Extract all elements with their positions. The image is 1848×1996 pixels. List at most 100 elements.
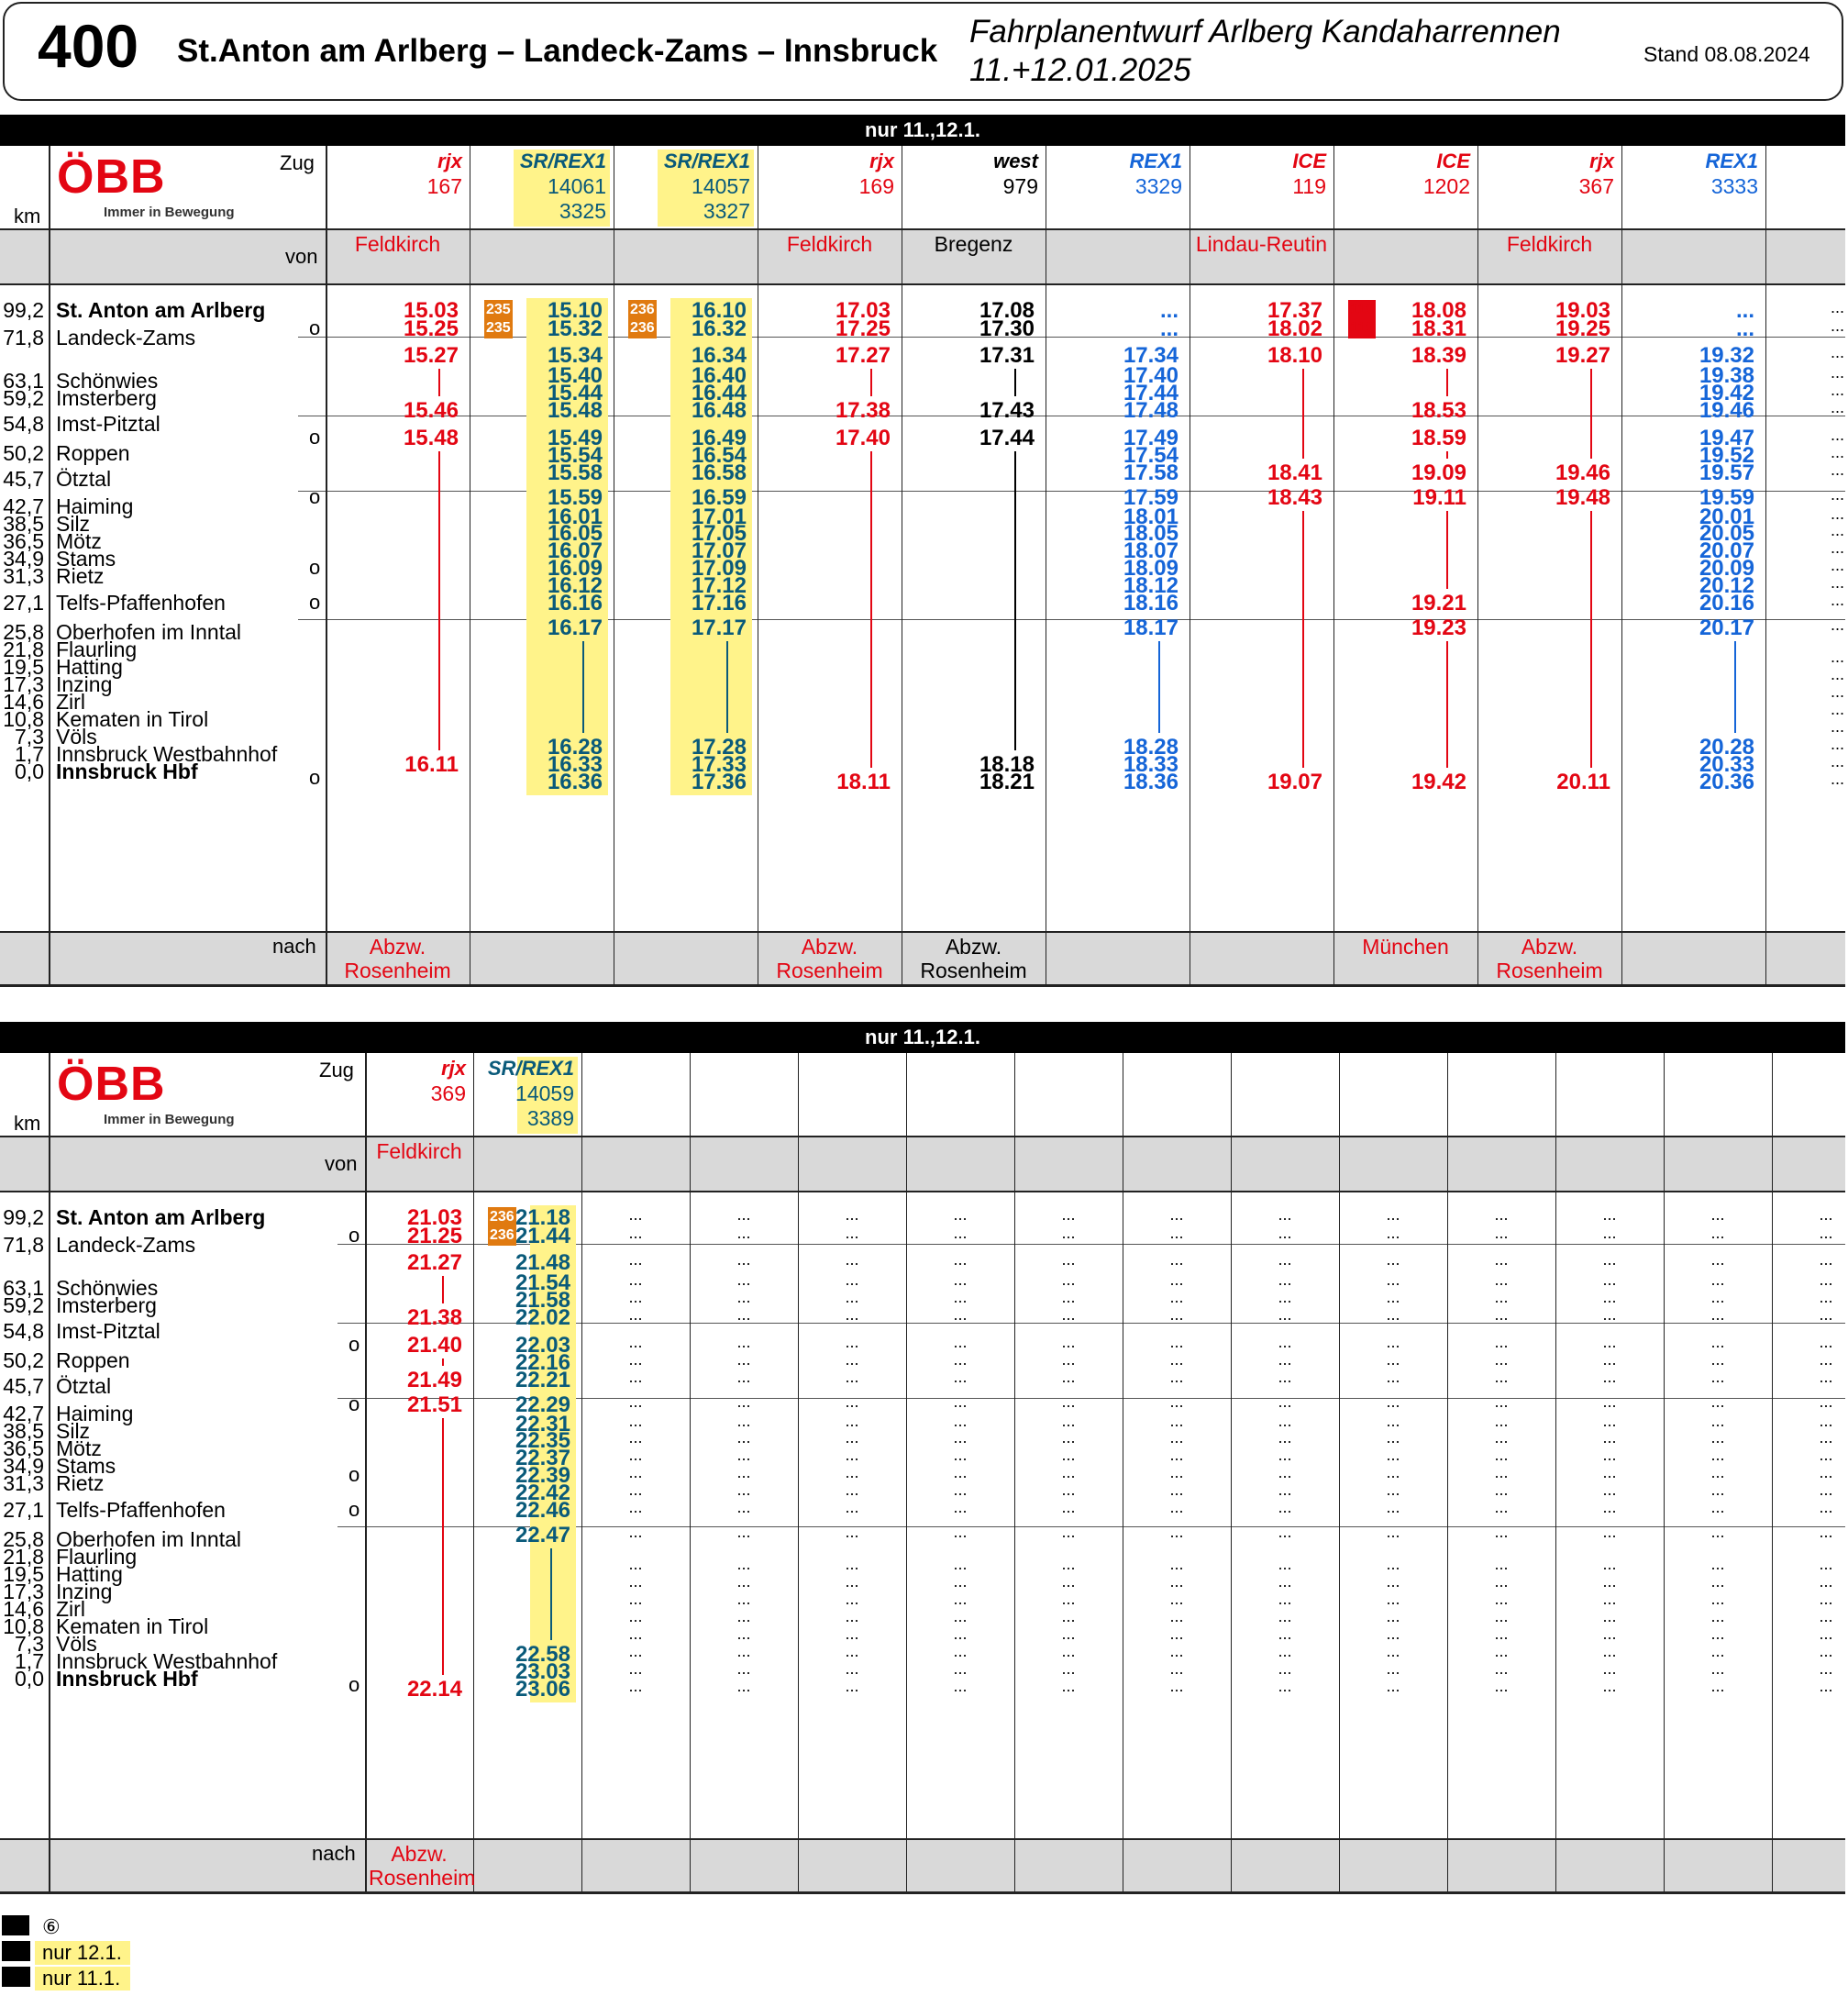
departure-time: 22.35 [515,1428,570,1453]
rule-under-from [0,1191,1845,1192]
train-destination: Abzw. [369,935,426,959]
nach-label: nach [272,935,316,958]
station-name: Mötz [56,1436,102,1460]
empty-slot: ... [628,1480,643,1499]
departure-time: 16.58 [691,460,747,485]
departure-time: 16.11 [404,752,459,777]
empty-slot: ... [1830,615,1844,634]
empty-slot: ... [1710,1270,1725,1289]
empty-slot: ... [628,1523,643,1541]
train-destination-2: Rosenheim [344,959,451,982]
departure-time: 17.58 [1123,460,1179,485]
train-number: 119 [1292,174,1326,198]
empty-slot: ... [1278,1368,1292,1386]
empty-slot: ... [1386,1288,1400,1306]
empty-slot: ... [736,1590,751,1608]
empty-slot: ... [1278,1270,1292,1289]
empty-slot: ... [1830,460,1844,479]
station-km: 99,2 [3,298,44,322]
section-divider [338,1323,1845,1324]
train-type: REX1 [1129,150,1182,172]
empty-slot: ... [1278,1412,1292,1430]
empty-slot: ... [1819,1250,1833,1269]
station-name: Imst-Pitztal [56,412,160,436]
departure-time: 17.27 [835,343,891,368]
station-km: 21,8 [3,638,44,661]
empty-slot: ... [628,1250,643,1269]
empty-slot: ... [1710,1625,1725,1643]
footnote-badge: 235 [484,318,513,338]
station-name: Flaurling [56,638,138,661]
departure-time: 17.49 [1123,426,1179,450]
station-name: Roppen [56,441,130,465]
empty-slot: ... [1061,1523,1076,1541]
station-name: Völs [56,1632,97,1656]
pass-line [1446,369,1448,396]
station-name: Innsbruck Westbahnhof [56,1649,278,1673]
empty-slot: ... [1061,1305,1076,1324]
station-name: Inzing [56,1580,113,1603]
empty-slot: ... [1830,316,1844,335]
empty-slot: ... [1386,1659,1400,1678]
obb-logo-tagline: Immer in Bewegung [104,205,235,220]
empty-slot: ... [953,1463,968,1481]
to-row-bg [0,933,1845,986]
empty-slot: ... [953,1659,968,1678]
departure-time: 18.02 [1267,316,1322,341]
empty-slot: ... [1602,1555,1617,1573]
departure-time: 22.14 [406,1677,462,1702]
train-destination: Abzw. [945,935,1002,959]
empty-slot: ... [845,1446,859,1464]
from-row-bg [0,230,1845,283]
station-km: 36,5 [3,1436,44,1460]
departure-time: 15.25 [403,316,459,341]
empty-slot: ... [1819,1392,1833,1411]
train-number: 14057 [692,174,750,198]
station-km: 31,3 [3,564,44,588]
empty-slot: ... [1494,1555,1509,1573]
empty-slot: ... [1710,1523,1725,1541]
empty-slot: ... [845,1625,859,1643]
footnote-code: 236 [2,1967,30,1987]
pass-line [1302,369,1304,459]
station-name: Hatting [56,1562,123,1586]
vline-stations [365,1053,367,1893]
departure-time: 22.42 [515,1480,570,1505]
empty-slot: ... [845,1250,859,1269]
empty-slot: ... [1710,1250,1725,1269]
departure-time: 17.48 [1123,398,1179,423]
empty-slot: ... [1819,1498,1833,1516]
departure-time: 22.02 [515,1305,570,1330]
departure-time: 19.23 [1411,615,1466,640]
empty-slot: ... [736,1224,751,1242]
footnote-badge: 236 [488,1207,516,1227]
train-origin: Lindau-Reutin [1195,232,1328,256]
nur-banner: nur 11.,12.1. [0,115,1845,146]
station-km: 31,3 [3,1471,44,1495]
station-name: Oberhofen im Inntal [56,1527,242,1551]
empty-slot: ... [845,1412,859,1430]
arr-dep-marker: o [349,1224,360,1247]
departure-time: 18.43 [1267,485,1322,510]
train-number: 3329 [1134,174,1182,198]
empty-slot: ... [1061,1350,1076,1369]
empty-slot: ... [1061,1205,1076,1224]
empty-slot: ... [1061,1625,1076,1643]
empty-slot: ... [1819,1463,1833,1481]
empty-slot: ... [1819,1607,1833,1625]
empty-slot: ... [1278,1625,1292,1643]
train-destination: Abzw. [1521,935,1578,959]
departure-time: 19.46 [1555,460,1610,485]
empty-slot: ... [1386,1677,1400,1695]
empty-slot: ... [736,1642,751,1660]
empty-slot: ... [1169,1590,1184,1608]
departure-time: 20.12 [1699,573,1754,598]
empty-slot: ... [736,1412,751,1430]
empty-slot: ... [1278,1555,1292,1573]
vline-col [1621,146,1622,986]
empty-slot: ... [1602,1350,1617,1369]
empty-slot: ... [1386,1270,1400,1289]
vline-col [906,1053,907,1893]
schedule-subtitle: Fahrplanentwurf Arlberg Kandaharrennen 1… [969,13,1561,90]
departure-time: 21.44 [515,1224,570,1248]
